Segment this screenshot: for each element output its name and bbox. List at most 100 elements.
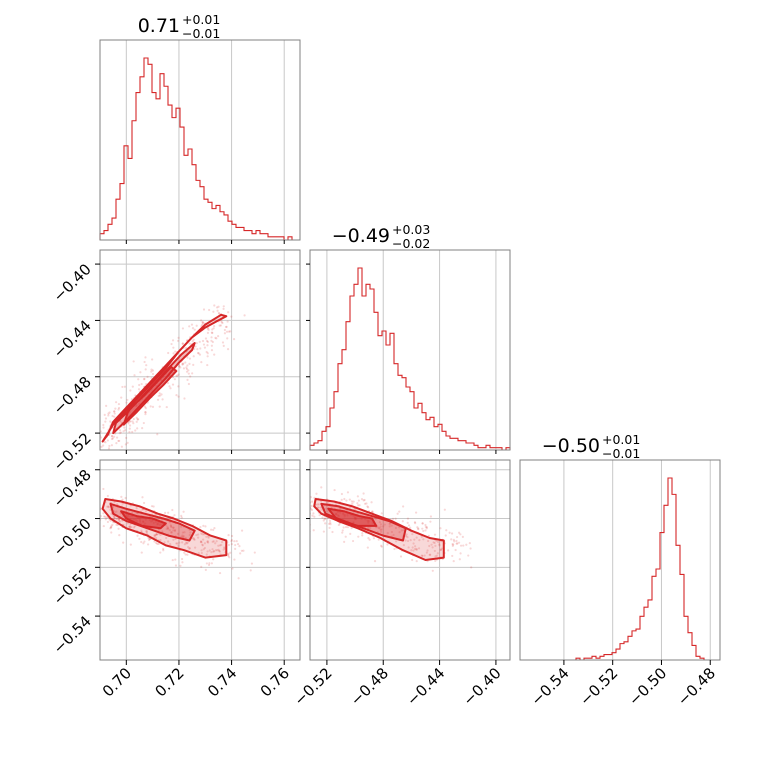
scatter-point [163,541,166,544]
scatter-point [225,330,229,333]
scatter-point [185,370,189,373]
scatter-point [195,341,198,345]
scatter-point [174,350,177,353]
scatter-point [107,505,110,508]
scatter-point [235,540,238,543]
scatter-point [380,545,383,548]
scatter-point [149,405,152,408]
x-tick-label: −0.44 [403,664,448,709]
scatter-point [144,510,148,513]
scatter-point [443,508,446,511]
scatter-point [304,536,306,538]
scatter-point [150,505,154,508]
scatter-point [390,524,393,527]
scatter-point [192,363,195,366]
scatter-point [465,543,468,546]
pair-0-2-panel [95,459,301,661]
scatter-point [197,352,200,355]
scatter-point [197,533,200,536]
scatter-point [124,429,127,432]
scatter-point [306,500,308,502]
scatter-point [462,544,465,547]
scatter-point [217,334,220,338]
scatter-point [169,543,172,546]
scatter-point [222,307,225,310]
scatter-point [203,542,206,545]
scatter-point [415,548,418,551]
scatter-point [151,372,155,376]
histogram-step-line [99,57,300,241]
scatter-point [341,529,344,532]
scatter-point [233,558,236,561]
scatter-point [357,535,360,538]
scatter-point [212,550,216,553]
scatter-point [117,408,120,411]
scatter-point [181,535,184,538]
scatter-point [227,553,230,556]
scatter-point [357,499,360,502]
scatter-point [109,508,112,511]
scatter-point [440,547,443,550]
scatter-point [135,507,138,510]
scatter-point [197,552,200,555]
scatter-point [102,512,105,515]
scatter-point [99,453,101,455]
scatter-point [215,540,218,543]
scatter-point [313,515,316,518]
scatter-point [142,542,145,545]
scatter-point [104,420,107,423]
scatter-point [144,413,147,416]
scatter-point [436,552,439,555]
histogram-0-panel [99,39,301,241]
scatter-point [242,549,245,552]
scatter-point [147,543,150,546]
scatter-point [85,426,87,428]
scatter-point [226,320,229,323]
scatter-point [95,500,97,502]
scatter-point [145,530,149,533]
scatter-point [432,541,435,544]
scatter-point [305,508,307,510]
scatter-point [222,344,225,347]
scatter-point [153,540,156,543]
scatter-point [141,427,144,430]
x-tick-label: −0.54 [527,664,572,709]
scatter-point [176,532,180,535]
scatter-point [345,499,348,502]
scatter-point [206,550,209,553]
scatter-point [132,360,135,363]
scatter-point [434,555,437,558]
scatter-point [192,338,195,341]
scatter-point [217,311,220,315]
scatter-point [211,340,214,344]
pair-content [95,487,256,580]
scatter-point [324,507,327,510]
scatter-point [378,521,381,524]
scatter-point [118,432,121,435]
scatter-point [202,524,205,527]
scatter-point [343,497,346,501]
scatter-point [127,422,130,425]
scatter-point [329,521,332,524]
scatter-point [304,499,306,501]
scatter-point [95,426,97,428]
scatter-point [108,411,111,414]
scatter-point [459,552,462,555]
scatter-point [202,538,205,541]
scatter-point [139,371,142,374]
scatter-point [177,395,180,398]
scatter-point [188,547,191,550]
scatter-point [186,356,189,359]
scatter-point [223,546,226,549]
scatter-point [144,411,147,414]
scatter-point [227,533,230,537]
scatter-point [234,547,237,550]
scatter-point [171,508,174,512]
scatter-point [422,538,425,541]
scatter-point [141,496,144,499]
scatter-point [150,370,153,373]
scatter-point [180,514,183,518]
scatter-point [350,526,353,530]
scatter-point [104,518,107,521]
